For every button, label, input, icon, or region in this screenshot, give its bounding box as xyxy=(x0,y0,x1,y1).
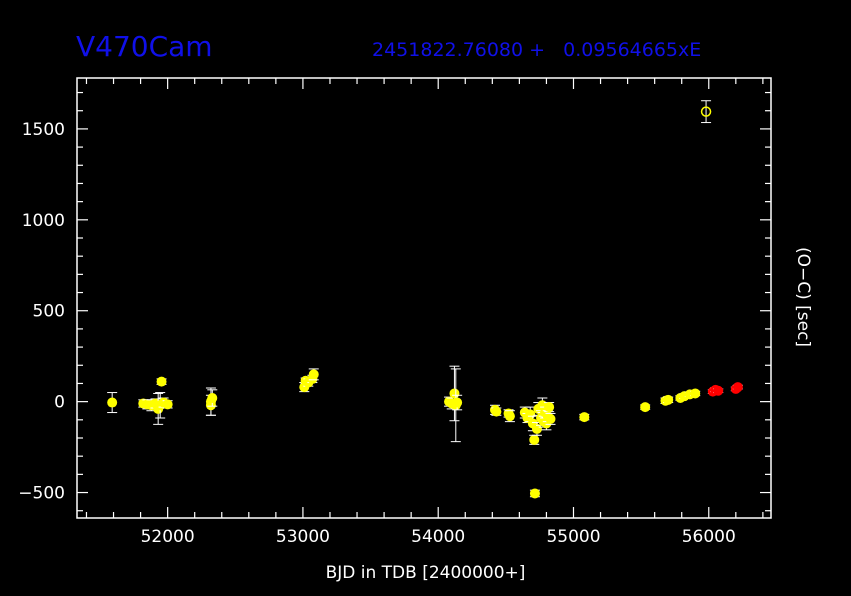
data-point xyxy=(579,412,590,423)
marker xyxy=(529,434,540,445)
marker xyxy=(162,399,173,410)
marker xyxy=(732,382,743,393)
data-point xyxy=(207,389,218,407)
y-tick-label: −500 xyxy=(18,484,65,504)
data-point xyxy=(663,394,674,405)
marker xyxy=(545,413,556,424)
data-point xyxy=(107,392,118,414)
data-point xyxy=(700,100,712,124)
marker xyxy=(504,411,515,422)
marker xyxy=(107,397,118,408)
x-tick-label: 55000 xyxy=(546,527,600,547)
data-point xyxy=(162,399,173,410)
marker xyxy=(452,397,463,408)
y-tick-label: 500 xyxy=(33,302,65,322)
x-tick-label: 53000 xyxy=(276,527,330,547)
data-point xyxy=(732,382,743,393)
marker xyxy=(156,376,167,387)
y-tick-label: 1500 xyxy=(22,120,65,140)
axis-tick-labels: 52000 53000 54000 55000 56000 −500 0 500 1000 150… xyxy=(18,120,736,547)
data-point xyxy=(690,388,701,399)
data-point xyxy=(545,412,556,425)
marker xyxy=(207,393,218,403)
marker xyxy=(700,106,712,117)
x-axis-label: BJD in TDB [2400000+] xyxy=(325,563,526,583)
marker xyxy=(525,409,536,420)
data-point xyxy=(504,410,515,423)
marker xyxy=(713,385,724,396)
marker xyxy=(579,412,590,423)
data-point xyxy=(491,406,502,417)
marker xyxy=(663,394,674,405)
data-point xyxy=(156,376,167,387)
y-tick-label: 1000 xyxy=(22,211,65,231)
data-points xyxy=(107,100,743,499)
marker xyxy=(640,402,651,413)
data-point xyxy=(452,394,463,411)
data-point xyxy=(449,365,460,422)
y-tick-label: 0 xyxy=(54,393,65,413)
ephemeris-label: 2451822.76080 + 0.09564665xE xyxy=(372,39,702,61)
axis-ticks xyxy=(77,78,771,518)
marker xyxy=(449,388,460,399)
x-tick-label: 56000 xyxy=(682,527,736,547)
data-point xyxy=(529,488,540,499)
data-point xyxy=(529,434,540,445)
data-point xyxy=(544,402,555,413)
x-tick-label: 52000 xyxy=(141,527,195,547)
marker xyxy=(308,369,319,380)
plot-frame xyxy=(76,77,772,519)
marker xyxy=(531,423,542,434)
y-axis-label: (O−C) [sec] xyxy=(793,246,813,348)
data-point xyxy=(308,368,319,381)
data-point xyxy=(531,422,542,436)
marker xyxy=(529,488,540,499)
chart-title: V470Cam xyxy=(76,30,213,63)
data-point xyxy=(640,402,651,413)
marker xyxy=(690,388,701,399)
x-tick-label: 54000 xyxy=(411,527,465,547)
data-point xyxy=(713,385,724,396)
marker xyxy=(491,406,502,417)
marker xyxy=(544,402,555,413)
